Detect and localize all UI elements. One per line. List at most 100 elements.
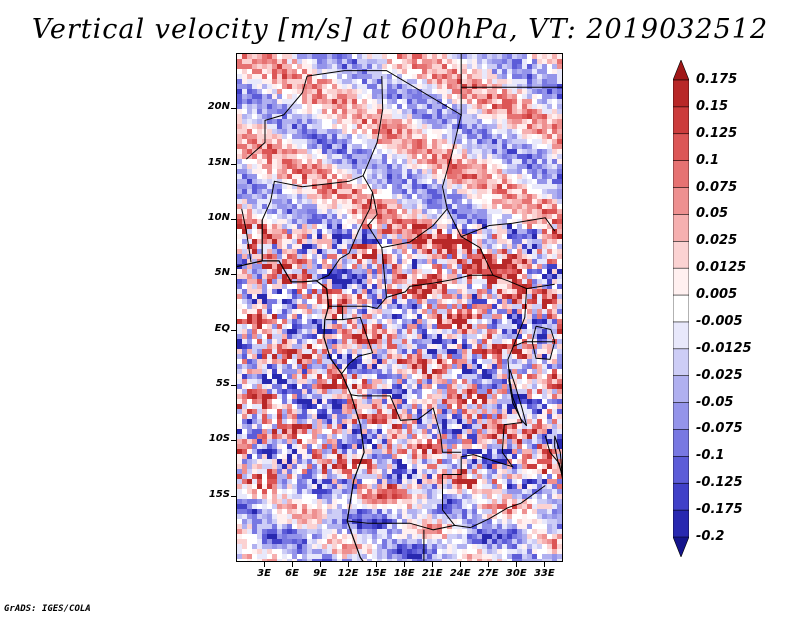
vertical-velocity-map (236, 53, 563, 562)
colorbar-swatch (673, 294, 689, 323)
colorbar-label: -0.075 (696, 421, 743, 437)
lon-tick (460, 562, 462, 567)
lat-tick (231, 218, 236, 220)
colorbar-swatch (673, 321, 689, 350)
colorbar-swatch (673, 482, 689, 511)
colorbar (673, 60, 689, 557)
colorbar-swatch (673, 536, 689, 557)
velocity-field (237, 54, 562, 561)
colorbar-swatch (673, 456, 689, 485)
border-line (461, 217, 556, 238)
colorbar-label: 0.175 (696, 72, 738, 87)
lon-label: 15E (365, 568, 387, 579)
lon-tick (404, 562, 406, 567)
lat-label: 15S (208, 488, 230, 500)
border-line (362, 76, 462, 249)
lat-label: 5S (215, 377, 230, 389)
lon-tick (432, 562, 434, 567)
lat-tick (231, 329, 236, 331)
colorbar-label: 0.025 (696, 233, 738, 249)
border-line (316, 192, 373, 282)
lon-label: 12E (337, 568, 359, 579)
border-line (307, 54, 462, 116)
colorbar-swatch (673, 187, 689, 216)
colorbar-swatch (673, 402, 689, 431)
colorbar-label: -0.0125 (696, 340, 752, 356)
border-line (261, 175, 364, 261)
lat-label: 5N (214, 267, 230, 279)
colorbar-swatch (673, 267, 689, 296)
border-line (245, 75, 308, 160)
lon-label: 27E (477, 568, 499, 579)
colorbar-label: -0.1 (696, 448, 725, 464)
lon-tick (516, 562, 518, 567)
colorbar-swatch (673, 509, 689, 538)
coastline (237, 260, 365, 561)
colorbar-label: 0.005 (696, 287, 738, 303)
colorbar-swatch (673, 214, 689, 243)
border-line (328, 247, 388, 310)
lon-label: 9E (313, 568, 327, 579)
lake-outline (531, 325, 556, 360)
lat-label: 10S (208, 433, 230, 445)
lon-label: 6E (285, 568, 299, 579)
colorbar-swatch (673, 375, 689, 404)
colorbar-label: 0.1 (696, 152, 720, 168)
colorbar-label: -0.2 (696, 529, 725, 544)
lon-tick (292, 562, 294, 567)
lat-label: 20N (207, 101, 230, 113)
colorbar-swatch (673, 106, 689, 135)
colorbar-label: 0.15 (696, 98, 729, 114)
border-line (470, 485, 546, 529)
lat-tick (231, 163, 236, 165)
colorbar-swatch (673, 133, 689, 162)
colorbar-label: -0.125 (696, 475, 743, 491)
grads-credit: GrADS: IGES/COLA (4, 604, 91, 614)
colorbar-label: -0.175 (696, 502, 743, 518)
colorbar-label: 0.05 (696, 206, 729, 222)
border-line (350, 394, 462, 453)
lat-label: EQ (214, 322, 230, 334)
lon-tick (376, 562, 378, 567)
lat-tick (231, 440, 236, 442)
border-line (386, 274, 555, 298)
lon-label: 33E (533, 568, 555, 579)
lon-tick (264, 562, 266, 567)
lat-label: 10N (207, 211, 230, 223)
colorbar-swatch (673, 160, 689, 189)
lake-outline (508, 369, 528, 427)
border-line (341, 316, 374, 375)
colorbar-label: -0.025 (696, 367, 743, 383)
border-line (347, 520, 455, 531)
lat-tick (231, 108, 236, 110)
colorbar-swatch (673, 348, 689, 377)
border-line (423, 529, 425, 561)
lat-tick (231, 384, 236, 386)
lon-label: 3E (257, 568, 271, 579)
colorbar-label: -0.005 (696, 313, 743, 329)
lake-outline (554, 435, 562, 475)
colorbar-label: 0.075 (696, 179, 738, 195)
colorbar-swatch (673, 60, 689, 81)
lon-tick (348, 562, 350, 567)
lat-label: 15N (207, 156, 230, 168)
lon-tick (320, 562, 322, 567)
lon-tick (544, 562, 546, 567)
colorbar-label: 0.125 (696, 125, 738, 141)
border-line (241, 208, 252, 263)
colorbar-label: -0.05 (696, 394, 734, 410)
lat-tick (231, 495, 236, 497)
border-line (513, 341, 555, 347)
chart-title: Vertical velocity [m/s] at 600hPa, VT: 2… (31, 14, 769, 45)
border-line (446, 208, 494, 276)
colorbar-swatch (673, 429, 689, 458)
colorbar-swatch (673, 79, 689, 108)
lat-tick (231, 274, 236, 276)
lon-tick (488, 562, 490, 567)
lon-label: 21E (421, 568, 443, 579)
lon-label: 18E (393, 568, 415, 579)
border-line (442, 288, 528, 529)
colorbar-label: 0.0125 (696, 260, 747, 276)
country-borders (241, 54, 562, 561)
lon-label: 24E (449, 568, 471, 579)
